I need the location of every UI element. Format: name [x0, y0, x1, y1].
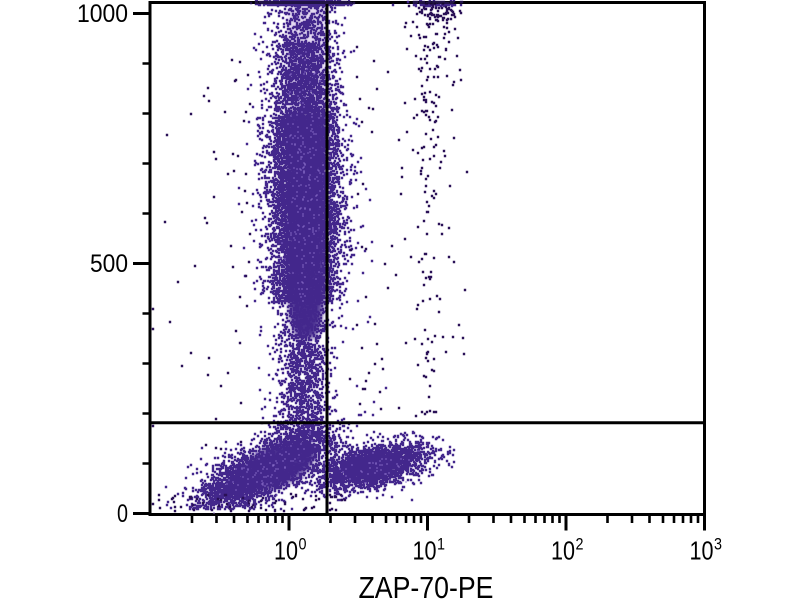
svg-text:0: 0: [299, 535, 307, 554]
svg-text:500: 500: [90, 250, 128, 278]
svg-text:1: 1: [437, 535, 445, 554]
svg-text:10: 10: [274, 536, 298, 566]
svg-text:10: 10: [551, 536, 575, 566]
svg-text:1000: 1000: [77, 0, 128, 28]
svg-text:3: 3: [714, 535, 722, 554]
svg-text:ZAP-70-PE: ZAP-70-PE: [359, 570, 494, 600]
svg-text:10: 10: [413, 536, 437, 566]
svg-text:2: 2: [576, 535, 584, 554]
svg-text:0: 0: [117, 500, 128, 528]
svg-text:10: 10: [690, 536, 714, 566]
